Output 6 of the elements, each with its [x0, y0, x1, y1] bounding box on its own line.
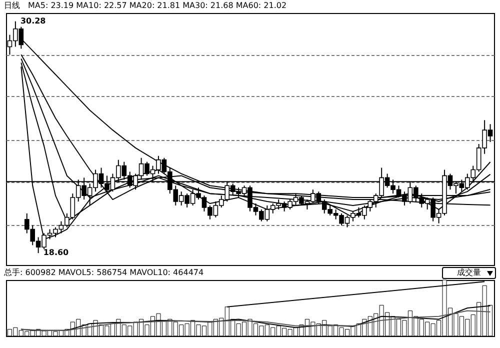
chart-subtitle: MA5: 23.19 MA10: 22.57 MA20: 21.81 MA30: 21.68 MA60: 21.02: [28, 0, 287, 12]
annotation: 18.60: [43, 248, 70, 258]
chart-title: 日线: [4, 0, 20, 12]
text: 成交量: [457, 268, 481, 278]
chart-title: 总手: 600982 MAVOL5: 586754 MAVOL10: 464474: [4, 267, 204, 279]
annotation: 30.28: [20, 16, 46, 26]
